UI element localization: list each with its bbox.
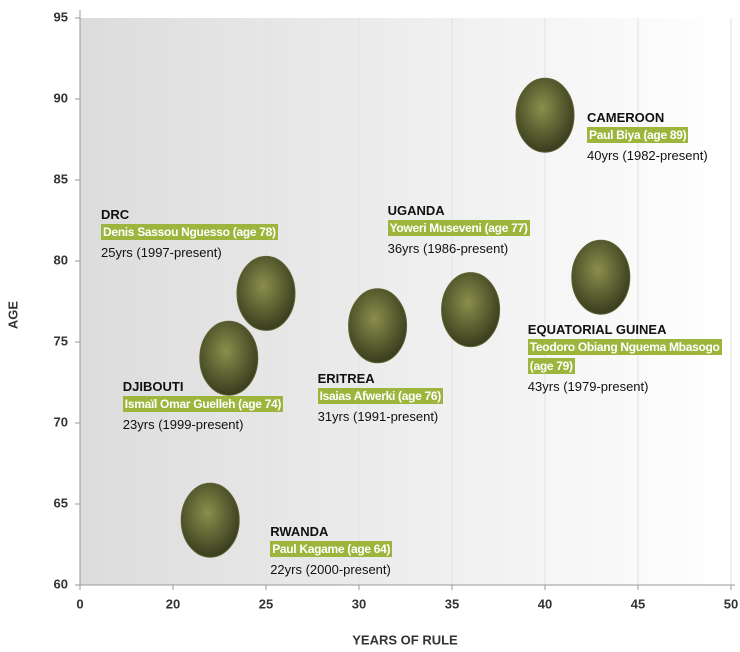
tenure-label: 23yrs (1999-present): [123, 416, 283, 433]
country-label: ERITREA: [318, 370, 443, 387]
tenure-label: 43yrs (1979-present): [528, 378, 740, 395]
x-tick-label: 35: [445, 596, 459, 611]
x-tick-label: 50: [724, 596, 738, 611]
tenure-label: 31yrs (1991-present): [318, 408, 443, 425]
country-label: CAMEROON: [587, 109, 708, 126]
y-tick-label: 70: [54, 414, 68, 429]
tenure-label: 40yrs (1982-present): [587, 147, 708, 164]
y-tick-label: 95: [54, 9, 68, 24]
country-label: DRC: [101, 206, 278, 223]
x-tick-label: 20: [166, 596, 180, 611]
x-tick-label: 30: [352, 596, 366, 611]
x-tick-label: 45: [631, 596, 645, 611]
y-tick-label: 90: [54, 90, 68, 105]
tenure-label: 25yrs (1997-present): [101, 244, 278, 261]
leader-portrait: [237, 256, 295, 330]
plot-background: [80, 18, 731, 585]
x-tick-label: 0: [76, 596, 83, 611]
leader-label: Paul Biya (age 89): [587, 127, 688, 143]
leader-label: Yoweri Museveni (age 77): [388, 220, 530, 236]
tenure-label: 36yrs (1986-present): [388, 240, 530, 257]
x-tick-label: 40: [538, 596, 552, 611]
y-tick-label: 80: [54, 252, 68, 267]
country-label: DJIBOUTI: [123, 378, 283, 395]
country-label: RWANDA: [270, 523, 392, 540]
x-axis-title: YEARS OF RULE: [352, 632, 458, 647]
leader-label: Paul Kagame (age 64): [270, 541, 392, 557]
y-tick-label: 65: [54, 495, 68, 510]
leader-portrait: [442, 273, 500, 347]
y-tick-label: 75: [54, 333, 68, 348]
leader-label: Teodoro Obiang Nguema Mbasogo (age 79): [528, 339, 722, 374]
country-label: UGANDA: [388, 202, 530, 219]
leader-portrait: [181, 483, 239, 557]
leader-label: Isaias Afwerki (age 76): [318, 388, 443, 404]
x-tick-label: 25: [259, 596, 273, 611]
country-label: EQUATORIAL GUINEA: [528, 321, 740, 338]
y-axis-title: AGE: [5, 301, 20, 330]
tenure-label: 22yrs (2000-present): [270, 561, 392, 578]
leader-portrait: [516, 78, 574, 152]
leader-portrait: [572, 240, 630, 314]
y-tick-label: 60: [54, 576, 68, 591]
leader-label: Denis Sassou Nguesso (age 78): [101, 224, 278, 240]
chart: YEARS OF RULE AGE 60 65 70 75 80 85 90 95 0 20 25 3…: [0, 0, 740, 652]
y-tick-label: 85: [54, 171, 68, 186]
leader-label: Ismaïl Omar Guelleh (age 74): [123, 396, 283, 412]
leader-portrait: [349, 289, 407, 363]
